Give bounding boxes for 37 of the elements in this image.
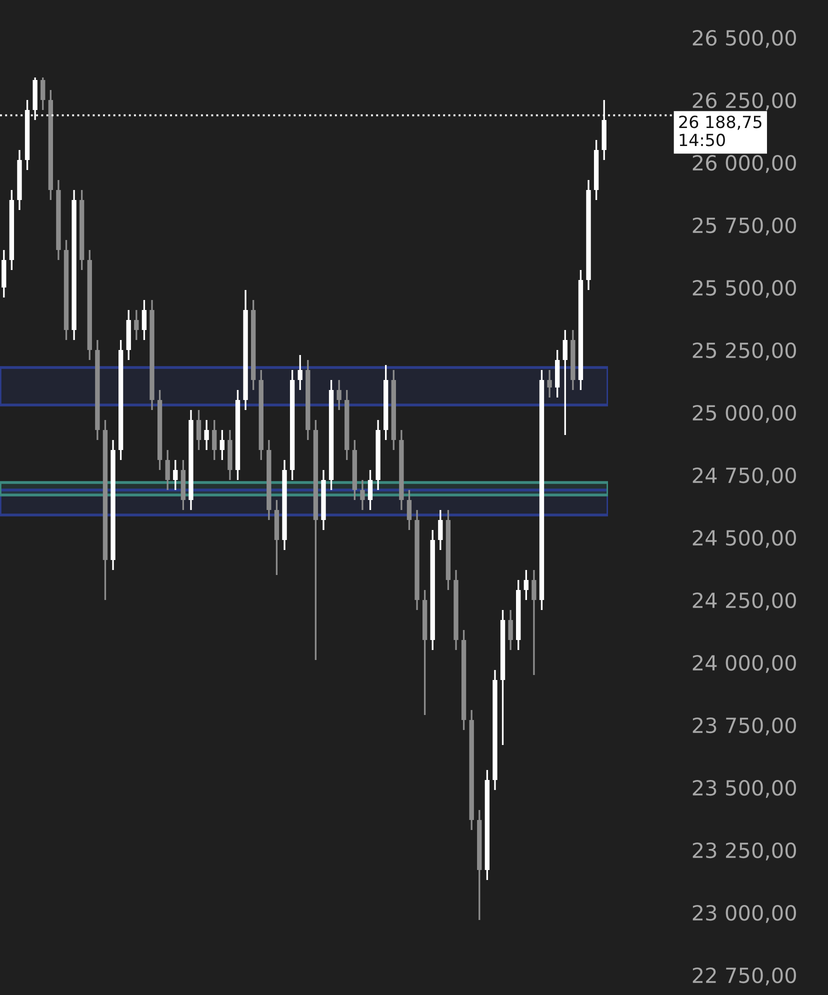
candlestick <box>165 449 170 491</box>
candlestick <box>298 354 302 391</box>
candlestick <box>212 419 217 461</box>
candlestick <box>204 419 209 451</box>
y-tick-label: 26 000,00 <box>692 154 796 173</box>
candlestick <box>368 469 373 511</box>
y-tick-label: 25 000,00 <box>692 404 796 423</box>
y-tick-label: 23 000,00 <box>692 904 796 923</box>
y-tick-label: 24 000,00 <box>692 654 796 673</box>
y-tick-label: 25 250,00 <box>692 342 796 360</box>
candlestick <box>196 409 202 451</box>
y-tick-label: 25 500,00 <box>692 280 796 298</box>
candlestick <box>142 299 147 341</box>
y-tick-label: 26 500,00 <box>692 30 796 48</box>
candlestick <box>173 459 178 491</box>
candlestick <box>508 609 513 651</box>
candlestick <box>438 509 443 551</box>
candlestick <box>547 369 552 398</box>
y-tick-label: 23 500,00 <box>692 780 796 798</box>
y-tick-label: 26 250,00 <box>692 92 796 110</box>
candlestick <box>336 379 342 411</box>
y-tick-label: 24 500,00 <box>692 530 796 548</box>
candlestick <box>134 309 139 341</box>
candlestick <box>524 569 528 601</box>
candlestick <box>220 429 224 461</box>
candlestick <box>406 489 412 531</box>
y-tick-label: 24 750,00 <box>692 467 796 486</box>
candlestick <box>532 569 536 676</box>
candlestick <box>360 479 365 511</box>
y-tick-label: 23 750,00 <box>692 717 796 736</box>
candlestick <box>40 76 46 111</box>
y-tick-label: 25 750,00 <box>692 217 796 236</box>
y-tick-label: 24 250,00 <box>692 592 796 610</box>
y-tick-label: 22 750,00 <box>692 967 796 986</box>
candlestick <box>562 329 568 436</box>
y-tick-label: 23 250,00 <box>692 842 796 860</box>
ref-line-label: 26 188,75 14:50 <box>679 116 762 146</box>
